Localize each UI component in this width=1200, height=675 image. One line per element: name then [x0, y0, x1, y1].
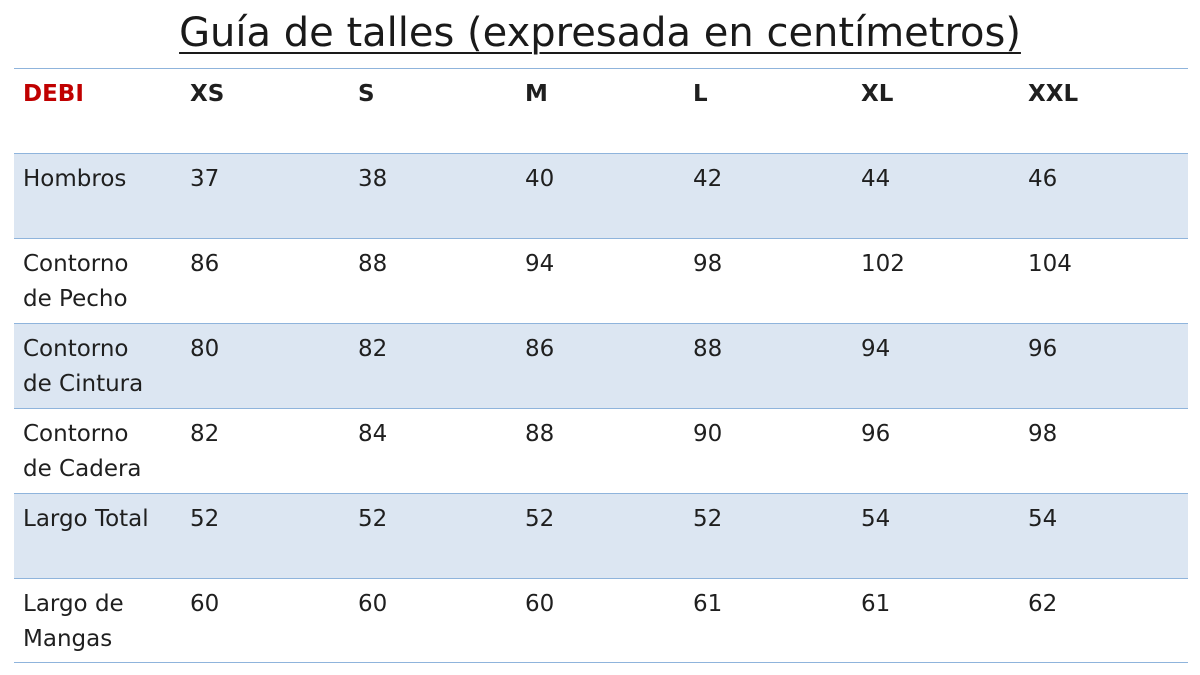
table-cell: 86 — [190, 251, 220, 277]
table-cell: 62 — [1028, 591, 1058, 617]
row-label: Largo de Mangas — [23, 591, 124, 652]
table-cell: 60 — [190, 591, 220, 617]
size-header-m: M — [525, 81, 548, 107]
table-cell: 98 — [1028, 421, 1058, 447]
table-cell: 96 — [861, 421, 891, 447]
row-label: Contorno de Pecho — [23, 251, 129, 312]
table-cell: 80 — [190, 336, 220, 362]
size-header-l: L — [693, 81, 708, 107]
table-row-contorno-cintura: Contorno de Cintura 80 82 86 88 94 96 — [14, 323, 1188, 408]
table-row-contorno-pecho: Contorno de Pecho 86 88 94 98 102 104 — [14, 238, 1188, 323]
table-cell: 88 — [693, 336, 723, 362]
table-cell: 46 — [1028, 166, 1058, 192]
table-row-largo-mangas: Largo de Mangas 60 60 60 61 61 62 — [14, 578, 1188, 663]
table-cell: 61 — [693, 591, 723, 617]
row-label: Contorno de Cadera — [23, 421, 142, 482]
table-cell: 94 — [525, 251, 555, 277]
table-cell: 104 — [1028, 251, 1072, 277]
size-guide-table: DEBI XS S M L XL XXL Hombros 37 38 40 42… — [14, 68, 1188, 663]
table-cell: 98 — [693, 251, 723, 277]
table-cell: 82 — [190, 421, 220, 447]
row-label: Contorno de Cintura — [23, 336, 144, 397]
table-row-largo-total: Largo Total 52 52 52 52 54 54 — [14, 493, 1188, 578]
table-cell: 52 — [525, 506, 555, 532]
table-cell: 54 — [861, 506, 891, 532]
table-cell: 60 — [358, 591, 388, 617]
size-header-xs: XS — [190, 81, 225, 107]
table-row-contorno-cadera: Contorno de Cadera 82 84 88 90 96 98 — [14, 408, 1188, 493]
size-header-s: S — [358, 81, 375, 107]
size-header-xl: XL — [861, 81, 894, 107]
table-cell: 88 — [525, 421, 555, 447]
table-cell: 102 — [861, 251, 905, 277]
table-cell: 52 — [693, 506, 723, 532]
table-cell: 88 — [358, 251, 388, 277]
table-cell: 54 — [1028, 506, 1058, 532]
table-row-hombros: Hombros 37 38 40 42 44 46 — [14, 153, 1188, 238]
table-cell: 84 — [358, 421, 388, 447]
table-cell: 40 — [525, 166, 555, 192]
table-cell: 86 — [525, 336, 555, 362]
table-cell: 38 — [358, 166, 388, 192]
brand-label: DEBI — [23, 81, 84, 107]
table-cell: 42 — [693, 166, 723, 192]
table-header-row: DEBI XS S M L XL XXL — [14, 68, 1188, 153]
table-cell: 94 — [861, 336, 891, 362]
table-cell: 37 — [190, 166, 220, 192]
table-cell: 96 — [1028, 336, 1058, 362]
row-label: Largo Total — [23, 506, 149, 532]
table-cell: 52 — [358, 506, 388, 532]
table-cell: 61 — [861, 591, 891, 617]
row-label: Hombros — [23, 166, 127, 192]
table-cell: 60 — [525, 591, 555, 617]
table-cell: 52 — [190, 506, 220, 532]
table-cell: 90 — [693, 421, 723, 447]
table-cell: 82 — [358, 336, 388, 362]
page-title: Guía de talles (expresada en centímetros… — [179, 10, 1021, 56]
table-cell: 44 — [861, 166, 891, 192]
size-header-xxl: XXL — [1028, 81, 1079, 107]
